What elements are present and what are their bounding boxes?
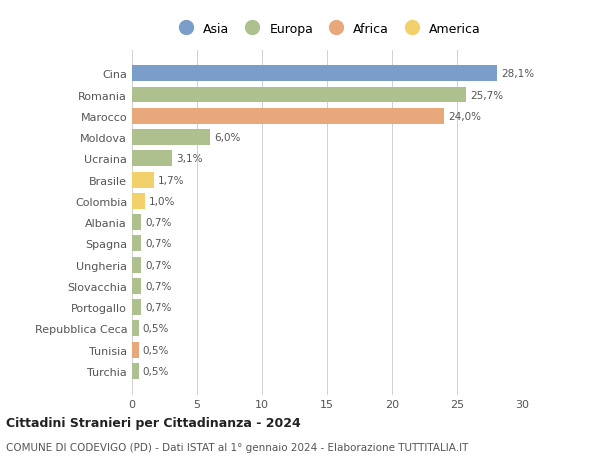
Text: Cittadini Stranieri per Cittadinanza - 2024: Cittadini Stranieri per Cittadinanza - 2… bbox=[6, 416, 301, 429]
Text: 24,0%: 24,0% bbox=[448, 112, 481, 122]
Text: 0,5%: 0,5% bbox=[142, 324, 169, 334]
Bar bbox=[132, 300, 141, 315]
Bar bbox=[132, 66, 497, 82]
Bar bbox=[132, 130, 210, 146]
Bar bbox=[132, 342, 139, 358]
Bar bbox=[132, 321, 139, 336]
Text: 0,7%: 0,7% bbox=[145, 239, 172, 249]
Text: 6,0%: 6,0% bbox=[214, 133, 240, 143]
Bar bbox=[132, 172, 154, 188]
Bar bbox=[132, 215, 141, 230]
Text: 1,0%: 1,0% bbox=[149, 196, 175, 207]
Text: 0,5%: 0,5% bbox=[142, 366, 169, 376]
Text: 0,7%: 0,7% bbox=[145, 218, 172, 228]
Bar bbox=[132, 236, 141, 252]
Text: 0,7%: 0,7% bbox=[145, 281, 172, 291]
Text: 1,7%: 1,7% bbox=[158, 175, 185, 185]
Bar bbox=[132, 87, 466, 103]
Legend: Asia, Europa, Africa, America: Asia, Europa, Africa, America bbox=[169, 19, 485, 39]
Bar bbox=[132, 109, 444, 124]
Text: 28,1%: 28,1% bbox=[501, 69, 535, 79]
Text: COMUNE DI CODEVIGO (PD) - Dati ISTAT al 1° gennaio 2024 - Elaborazione TUTTITALI: COMUNE DI CODEVIGO (PD) - Dati ISTAT al … bbox=[6, 442, 469, 452]
Bar bbox=[132, 193, 145, 209]
Bar bbox=[132, 151, 172, 167]
Text: 3,1%: 3,1% bbox=[176, 154, 203, 164]
Bar bbox=[132, 363, 139, 379]
Bar bbox=[132, 278, 141, 294]
Text: 25,7%: 25,7% bbox=[470, 90, 503, 101]
Text: 0,5%: 0,5% bbox=[142, 345, 169, 355]
Text: 0,7%: 0,7% bbox=[145, 260, 172, 270]
Text: 0,7%: 0,7% bbox=[145, 302, 172, 313]
Bar bbox=[132, 257, 141, 273]
